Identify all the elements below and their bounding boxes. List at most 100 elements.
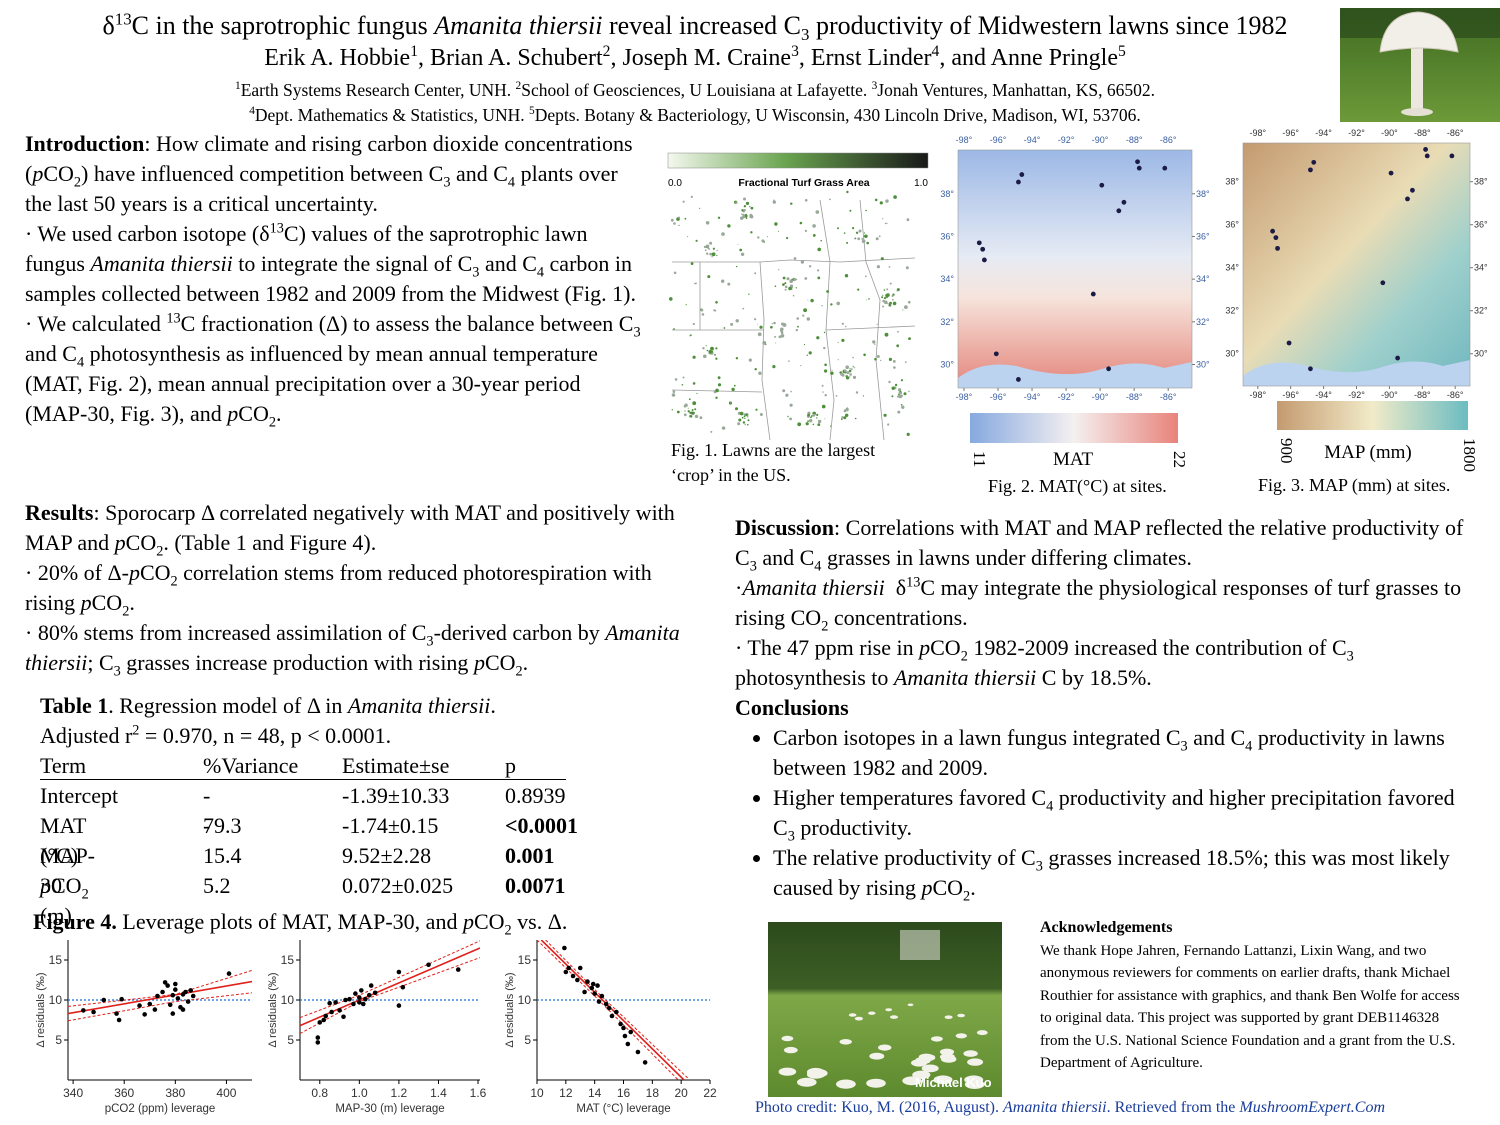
turf-dot: [715, 357, 718, 360]
text-run: Discussion: [735, 515, 835, 540]
turf-dot: [727, 282, 731, 286]
turf-dot: [684, 403, 688, 407]
point: [628, 1029, 634, 1035]
turf-dot: [823, 331, 826, 334]
authors: Erik A. Hobbie1, Brian A. Schubert2, Jos…: [0, 43, 1390, 73]
text-run: 4: [1245, 738, 1253, 755]
fit-line: [68, 980, 252, 1015]
text-run: 3: [787, 828, 795, 845]
turf-dot: [692, 355, 696, 359]
text-run: . (Table 1 and Figure 4).: [163, 530, 377, 555]
table-cell: Intercept: [40, 781, 118, 811]
y-tick-label: 10: [49, 993, 63, 1007]
text-run: 13: [114, 9, 132, 29]
text-run: 3: [426, 633, 434, 650]
turf-dot: [841, 416, 844, 419]
text-run: productivity.: [794, 815, 912, 840]
site: [1388, 170, 1394, 176]
text-run: · 20% of Δ-: [25, 560, 129, 585]
point: [596, 999, 602, 1004]
text-run: MAT (°C): [40, 813, 92, 868]
map-lon-label: -90°: [1381, 128, 1398, 138]
map-lat-label: 30°: [1474, 349, 1488, 359]
turf-dot: [706, 246, 708, 248]
text-run: , Joseph M. Craine: [610, 45, 792, 71]
turf-dot: [808, 265, 812, 268]
turf-dot: [705, 345, 707, 347]
point: [622, 1033, 628, 1039]
point: [455, 967, 461, 972]
turf-dot: [730, 322, 734, 326]
conclusion-item: Carbon isotopes in a lawn fungus integra…: [773, 723, 1480, 783]
point: [372, 990, 378, 996]
text-run: 0.001: [505, 843, 555, 868]
turf-dot: [759, 413, 763, 416]
point: [185, 999, 191, 1004]
turf-dot: [806, 354, 808, 356]
turf-dot: [678, 216, 680, 219]
map-lat-label: 34°: [940, 274, 954, 284]
site: [1380, 280, 1386, 286]
point: [351, 1001, 356, 1007]
text-run: C) values of the saprotrophic lawn fungu…: [25, 221, 594, 276]
map-water: [1243, 360, 1470, 386]
turf-dot: [786, 277, 790, 281]
turf-dot: [709, 241, 713, 245]
turf-dot: [906, 432, 910, 436]
photo-mushroom: [918, 1053, 934, 1061]
map-lat-label: 36°: [940, 231, 954, 241]
text-run: · 80% stems from increased assimilation …: [25, 620, 427, 645]
y-axis-label: Δ residuals (‰): [504, 972, 516, 1047]
table-header: Estimate±se: [342, 753, 450, 778]
turf-dot: [829, 198, 831, 201]
table-cell: 0.001: [505, 841, 555, 871]
turf-dot: [883, 297, 887, 300]
conclusions-heading: Conclusions: [735, 695, 849, 720]
turf-dot: [811, 415, 813, 417]
turf-dot: [824, 363, 827, 367]
point: [317, 1020, 323, 1025]
confidence-band: [68, 992, 252, 1022]
turf-dot: [887, 302, 889, 305]
turf-dot: [901, 405, 905, 409]
table-cell: -1.74±0.15: [342, 811, 438, 841]
text-run: CO: [125, 530, 157, 555]
text-run: and C: [479, 251, 537, 276]
text-run: Amanita thiersii: [434, 11, 603, 40]
map-lon-label: -98°: [956, 392, 973, 402]
map-lon-label: -86°: [1160, 392, 1177, 402]
turf-dot: [742, 307, 745, 310]
turf-dot: [786, 236, 789, 240]
point: [613, 1009, 619, 1015]
text-run: 4: [536, 264, 545, 281]
site: [1311, 159, 1317, 165]
x-tick-label: 12: [559, 1086, 573, 1100]
map-lat-label: 34°: [1225, 263, 1239, 273]
map-lon-label: -98°: [1249, 128, 1266, 138]
text-run: 4: [76, 354, 85, 371]
turf-dot: [854, 417, 857, 420]
turf-dot: [876, 323, 878, 325]
text-run: CO: [91, 590, 123, 615]
text-run: 9.52±2.28: [342, 843, 432, 868]
turf-dot: [714, 309, 717, 312]
turf-dot: [886, 222, 888, 224]
turf-dot: [843, 232, 846, 234]
turf-dot: [888, 266, 891, 268]
map-lon-label: -96°: [990, 392, 1007, 402]
turf-dot: [876, 265, 881, 269]
text-run: 3: [871, 80, 878, 93]
point: [635, 1049, 641, 1055]
table-stats: Adjusted r2 = 0.970, n = 48, p < 0.0001.: [40, 721, 391, 751]
text-run: 5.2: [203, 873, 231, 898]
turf-dot: [858, 229, 862, 233]
text-run: 5: [529, 105, 535, 118]
text-run: Jonah Ventures, Manhattan, KS, 66502.: [877, 80, 1155, 100]
turf-dot: [767, 236, 768, 238]
turf-dot: [788, 286, 792, 291]
text-run: Adjusted r: [40, 723, 133, 748]
turf-dot: [904, 305, 908, 309]
point: [116, 1017, 122, 1023]
text-run: 15.4: [203, 843, 242, 868]
map-lon-label: -90°: [1092, 135, 1109, 145]
